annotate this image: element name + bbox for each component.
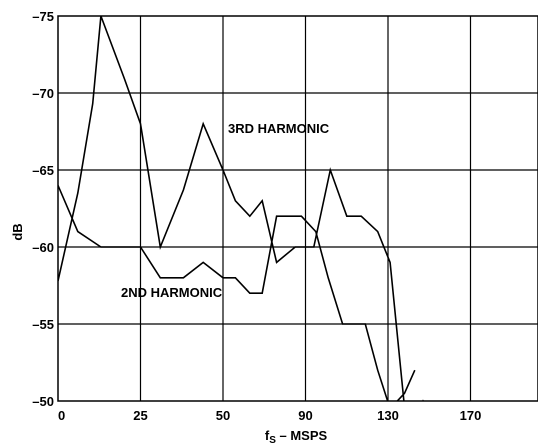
y-tick-labels: –75 –70 –65 –60 –55 –50 <box>32 9 54 409</box>
y-tick-label: –50 <box>32 394 54 409</box>
x-axis-label: fS – MSPS <box>265 428 328 444</box>
x-tick-label: 25 <box>133 408 147 423</box>
x-tick-label: 0 <box>58 408 65 423</box>
y-axis-label: dB <box>10 223 25 240</box>
series-labels: 3RD HARMONIC 2ND HARMONIC <box>121 121 330 300</box>
series-label: 3RD HARMONIC <box>228 121 330 136</box>
grid-lines <box>58 16 538 401</box>
x-tick-labels: 0 25 50 90 130 170 <box>58 408 481 423</box>
series-label: 2ND HARMONIC <box>121 285 223 300</box>
y-tick-label: –65 <box>32 163 54 178</box>
y-tick-label: –75 <box>32 9 54 24</box>
y-tick-label: –70 <box>32 86 54 101</box>
series-line-2nd-harmonic <box>58 185 416 401</box>
y-tick-label: –55 <box>32 317 54 332</box>
x-tick-label: 130 <box>377 408 399 423</box>
y-tick-label: –60 <box>32 240 54 255</box>
x-tick-label: 50 <box>216 408 230 423</box>
x-tick-label: 90 <box>298 408 312 423</box>
series-line-3rd-harmonic <box>58 16 425 401</box>
plot-frame <box>57 15 538 402</box>
series-lines <box>58 16 425 401</box>
x-tick-label: 170 <box>460 408 482 423</box>
